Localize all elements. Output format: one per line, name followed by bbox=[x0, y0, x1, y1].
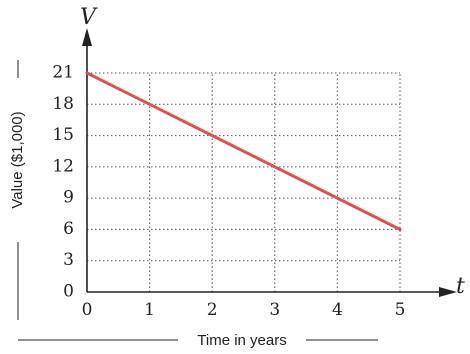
grid bbox=[87, 72, 401, 292]
series-point bbox=[398, 227, 402, 231]
y-tick-label: 6 bbox=[63, 219, 74, 239]
series-line bbox=[85, 71, 402, 231]
x-axis-title: Time in years bbox=[197, 332, 286, 349]
x-tick-label: 0 bbox=[82, 300, 93, 320]
y-tick-label: 12 bbox=[52, 156, 74, 176]
x-tick-label: 3 bbox=[269, 300, 280, 320]
x-axis-title-group: Time in years bbox=[18, 332, 378, 349]
series-layer bbox=[85, 71, 402, 231]
y-axis-arrow-icon bbox=[82, 28, 92, 46]
y-tick-label: 0 bbox=[63, 282, 74, 302]
axes bbox=[82, 28, 457, 297]
y-tick-label: 21 bbox=[52, 63, 74, 83]
y-tick-label: 3 bbox=[63, 250, 74, 270]
x-tick-labels: 0 1 2 3 4 5 bbox=[82, 300, 406, 320]
y-axis-title: Value ($1,000) bbox=[9, 111, 26, 208]
x-tick-label: 1 bbox=[144, 300, 155, 320]
x-tick-label: 5 bbox=[395, 300, 406, 320]
y-tick-label: 15 bbox=[52, 125, 74, 145]
series-point bbox=[85, 71, 89, 75]
y-tick-label: 18 bbox=[52, 94, 74, 114]
x-axis-arrow-icon bbox=[439, 287, 457, 297]
y-axis-title-group: Value ($1,000) bbox=[9, 60, 26, 320]
y-tick-label: 9 bbox=[63, 188, 74, 208]
y-axis-variable: V bbox=[80, 5, 98, 30]
x-axis-variable: t bbox=[456, 274, 465, 299]
y-tick-labels: 0 3 6 9 12 15 18 21 bbox=[52, 63, 74, 302]
x-tick-label: 2 bbox=[207, 300, 218, 320]
x-tick-label: 4 bbox=[332, 300, 343, 320]
